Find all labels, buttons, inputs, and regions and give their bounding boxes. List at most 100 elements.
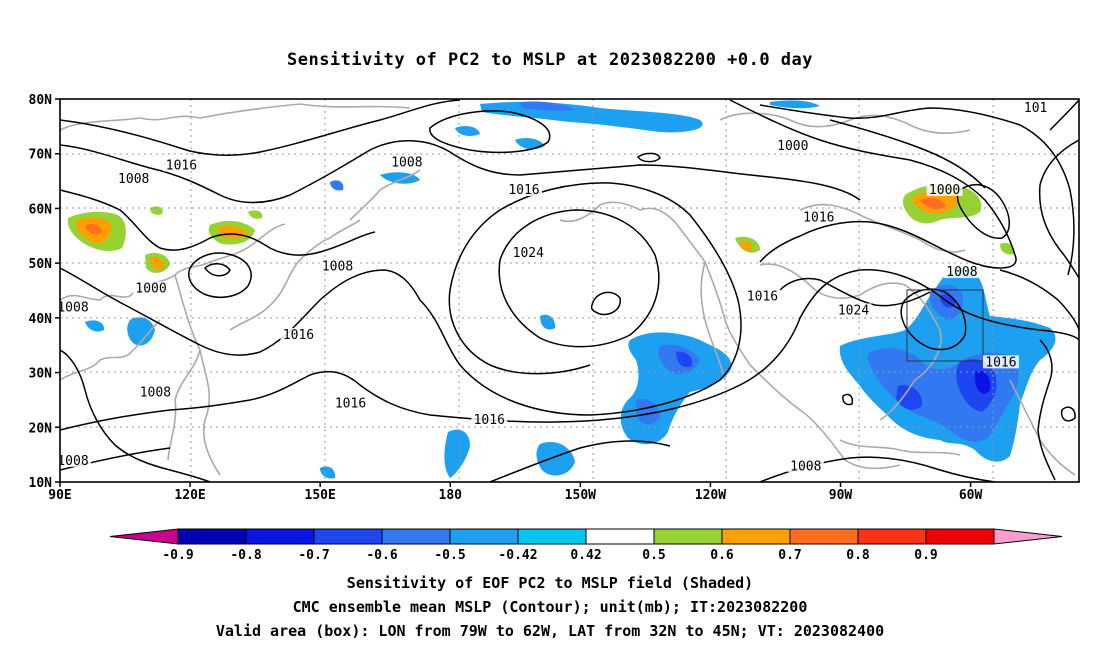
colorbar-label: -0.6 <box>366 548 397 563</box>
colorbar-swatch <box>925 528 995 545</box>
colorbar-label: -0.7 <box>298 548 329 563</box>
colorbar-label: 0.9 <box>914 548 937 563</box>
colorbar-swatch <box>653 528 723 545</box>
sensitivity-shading <box>67 100 1056 479</box>
contour-label-bg <box>137 385 174 399</box>
contour-label: 1008 <box>322 260 353 275</box>
contour-label-bg <box>60 453 92 467</box>
contour-label: 1008 <box>790 459 821 474</box>
contour-label: 1008 <box>57 301 88 316</box>
colorbar-swatch <box>313 528 383 545</box>
contour-label-bg <box>982 355 1019 369</box>
contour-label: 1016 <box>508 183 539 198</box>
contour-label-bg <box>60 300 92 314</box>
contour-label-bg <box>835 303 872 317</box>
colorbar-label: 0.6 <box>710 548 734 563</box>
contour-label: 1000 <box>777 139 808 154</box>
contour-label-bg <box>505 183 542 197</box>
lat-tick-label: 60N <box>29 202 53 217</box>
contour-labels: 1016 1008 1008 1016 1024 1008 1000 1000 1016 1000… <box>57 100 1050 474</box>
valid-area-box <box>906 289 984 362</box>
colorbar-label: 0.7 <box>778 548 801 563</box>
map-frame <box>59 98 1080 483</box>
contour-label: 1016 <box>747 290 778 305</box>
contour-label: 1000 <box>135 282 166 297</box>
colorbar-left-arrow <box>109 528 179 545</box>
chart-title: Sensitivity of PC2 to MSLP at 2023082200… <box>286 50 813 70</box>
lon-tick-label: 90E <box>48 488 71 503</box>
colorbar-label: -0.9 <box>162 548 193 563</box>
colorbar-label: -0.42 <box>498 548 537 563</box>
contour-label: 1000 <box>929 183 960 198</box>
colorbar-label: 0.8 <box>846 548 870 563</box>
colorbar-swatch <box>517 528 587 545</box>
lon-tick-label: 120W <box>695 488 726 503</box>
contour-label: 1008 <box>946 265 977 280</box>
contour-label: 1016 <box>803 210 834 225</box>
contour-label-bg <box>319 259 356 273</box>
contour-label-bg <box>115 172 152 186</box>
lat-tick-label: 10N <box>29 476 53 491</box>
footer-line-3: Valid area (box): LON from 79W to 62W, L… <box>215 622 885 640</box>
lon-tick-label: 150W <box>565 488 596 503</box>
contour-label-bg <box>1021 100 1050 114</box>
contour-label-bg <box>510 245 547 259</box>
contour-label-bg <box>774 139 811 153</box>
contour-label: 1024 <box>838 303 869 318</box>
footer-line-1: Sensitivity of EOF PC2 to MSLP field (Sh… <box>346 574 754 592</box>
lon-tick-label: 120E <box>174 488 205 503</box>
colorbar: -0.9 -0.8 -0.7 -0.6 -0.5 -0.42 0.42 0.5 0.6 0.7 0.… <box>109 528 1063 563</box>
contour-label: 1008 <box>118 172 149 187</box>
contour-label-bg <box>787 459 824 473</box>
map-plot-area: 1016 1008 1008 1016 1024 1008 1000 1000 1016 1000… <box>57 99 1079 482</box>
lat-tick-label: 70N <box>29 148 53 163</box>
lon-tick-label: 60W <box>959 488 983 503</box>
colorbar-swatch <box>857 528 927 545</box>
lat-tick-label: 20N <box>29 421 53 436</box>
colorbar-swatch <box>245 528 315 545</box>
contour-label: 1008 <box>140 385 171 400</box>
lon-tick-label: 90W <box>829 488 853 503</box>
colorbar-swatch <box>381 528 451 545</box>
contour-label: 1016 <box>474 413 505 428</box>
contour-label: 1016 <box>335 396 366 411</box>
lat-tick-label: 80N <box>29 93 53 108</box>
coastlines <box>60 103 1076 476</box>
contour-label: 1008 <box>391 156 422 171</box>
lat-tick-label: 50N <box>29 257 53 272</box>
colorbar-label: 0.5 <box>642 548 665 563</box>
contour-label: 101 <box>1024 101 1047 116</box>
contour-label: 1016 <box>166 158 197 173</box>
colorbar-swatch <box>177 528 247 545</box>
mslp-contours <box>60 99 1079 482</box>
colorbar-swatch <box>449 528 519 545</box>
contour-label-bg <box>471 412 508 426</box>
colorbar-swatch <box>721 528 791 545</box>
lon-tick-label: 180 <box>439 488 463 503</box>
contour-label-bg <box>332 396 369 410</box>
contour-label-bg <box>280 328 317 342</box>
contour-label-bg <box>800 210 837 224</box>
lat-tick-label: 30N <box>29 367 53 382</box>
contour-label-bg <box>133 281 170 295</box>
lon-tick-label: 150E <box>305 488 336 503</box>
colorbar-swatch <box>789 528 859 545</box>
colorbar-label: -0.8 <box>230 548 261 563</box>
contour-label: 1008 <box>57 454 88 469</box>
contour-label: 1016 <box>985 355 1016 370</box>
colorbar-swatch <box>585 528 655 545</box>
contour-label: 1024 <box>513 246 544 261</box>
colorbar-right-arrow <box>993 528 1063 545</box>
colorbar-label: -0.5 <box>434 548 465 563</box>
contour-label-bg <box>163 158 200 172</box>
contour-label-bg <box>943 265 980 279</box>
lat-tick-label: 40N <box>29 312 53 327</box>
contour-label: 1016 <box>283 328 314 343</box>
footer-line-2: CMC ensemble mean MSLP (Contour); unit(m… <box>292 598 808 616</box>
contour-label-bg <box>926 183 963 197</box>
contour-label-bg <box>744 289 781 303</box>
colorbar-label: 0.42 <box>570 548 601 563</box>
contour-label-bg <box>388 155 425 169</box>
